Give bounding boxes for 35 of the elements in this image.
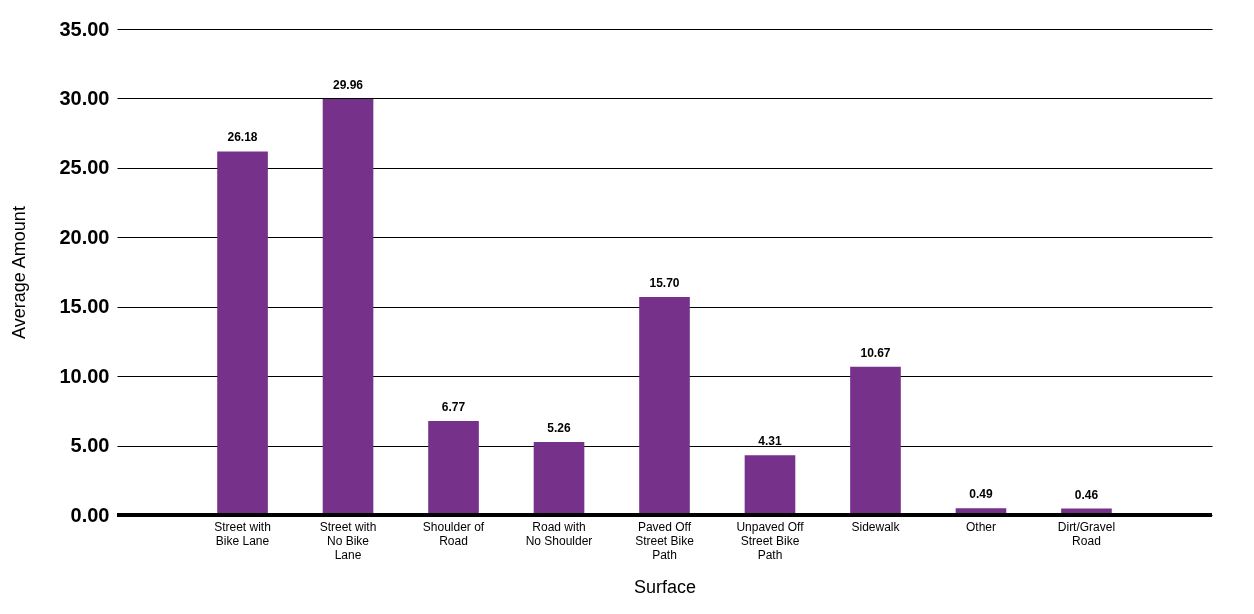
y-tick-label: 10.00: [59, 364, 110, 387]
y-tick-label: 20.00: [59, 225, 110, 248]
x-tick-label: Unpaved Off Street Bike Path: [736, 519, 805, 562]
data-label: 5.26: [547, 420, 572, 435]
data-label: 15.70: [649, 275, 680, 290]
x-tick-label: Dirt/Gravel Road: [1057, 519, 1116, 548]
x-tick-label: Sidewalk: [851, 519, 901, 534]
y-tick-label: 35.00: [59, 17, 110, 40]
data-label: 29.96: [333, 77, 364, 92]
y-tick-label: 25.00: [59, 156, 110, 179]
data-label: 6.77: [441, 399, 466, 414]
x-tick-label: Street with No Bike Lane: [319, 519, 377, 562]
x-tick-label: Street with Bike Lane: [214, 519, 271, 548]
x-tick-label: Shoulder of Road: [422, 519, 485, 548]
data-label: 0.49: [969, 487, 993, 502]
x-tick-label: Road with No Shoulder: [525, 519, 593, 548]
bar: [744, 455, 796, 515]
data-label: 0.46: [1074, 487, 1099, 502]
y-tick-label: 30.00: [59, 86, 110, 109]
x-axis-title: Surface: [633, 576, 697, 597]
bar: [217, 151, 268, 515]
y-tick-label: 5.00: [70, 434, 110, 457]
bar: [850, 366, 901, 515]
y-tick-label: 15.00: [59, 295, 110, 318]
x-tick-label: Paved Off Street Bike Path: [635, 519, 695, 562]
data-label: 4.31: [758, 434, 782, 449]
y-tick-label: 0.00: [70, 503, 110, 526]
bar: [428, 420, 479, 515]
data-label: 26.18: [227, 130, 258, 145]
bar: [533, 441, 585, 515]
bar: [639, 296, 690, 515]
x-tick-label: Other: [965, 519, 996, 534]
data-label: 10.67: [860, 345, 891, 360]
bar: [322, 98, 374, 515]
y-axis-title: Average Amount: [9, 206, 30, 339]
